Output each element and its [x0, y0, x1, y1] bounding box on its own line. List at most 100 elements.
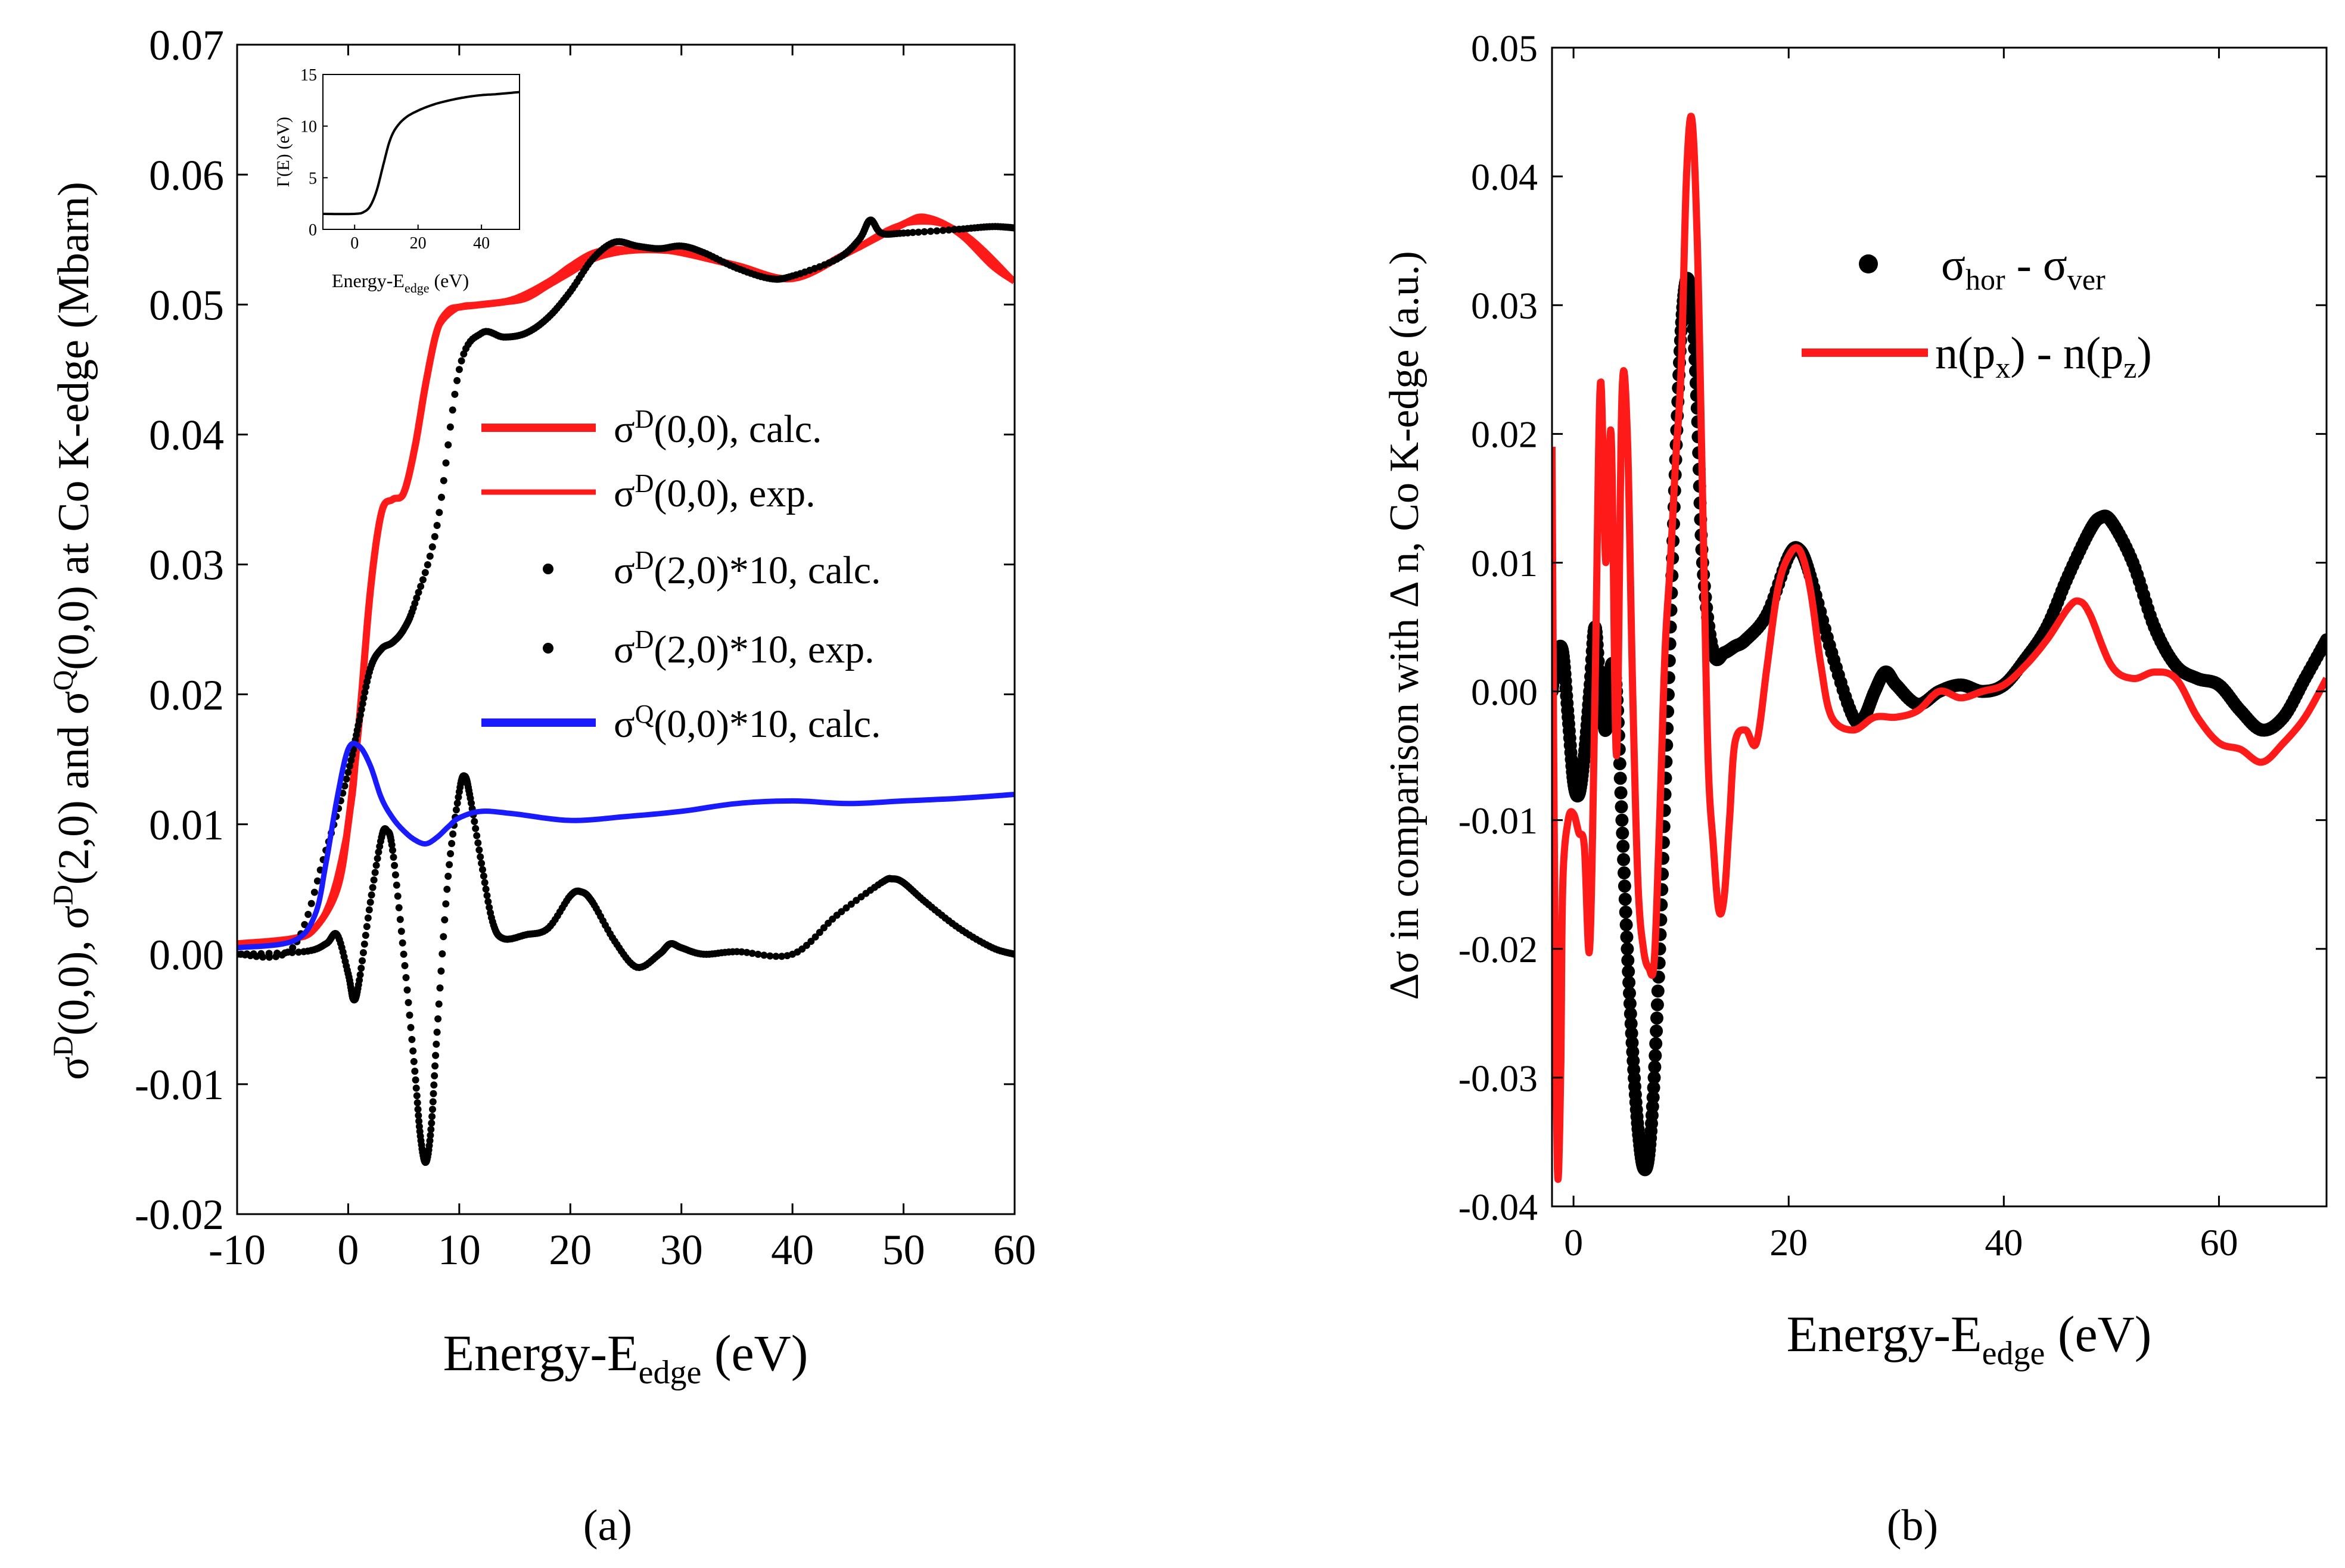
y-tick-label: 0.02: [1471, 413, 1538, 456]
data-point: [428, 543, 436, 550]
panel-b-xlabel: Energy-Eedge (eV): [1787, 1305, 2152, 1372]
data-point: [1618, 892, 1632, 906]
data-point: [403, 986, 411, 994]
panel-b-legend: σhor - σver n(px) - n(pz): [1802, 240, 2152, 384]
data-point: [1650, 1011, 1663, 1025]
legend-label-sigmaD20-exp: σD(2,0)*10, exp.: [614, 625, 875, 671]
data-point: [468, 799, 475, 807]
data-point: [431, 1072, 438, 1079]
data-point: [915, 228, 922, 236]
legend-label-sigmaD20-calc: σD(2,0)*10, calc.: [614, 546, 881, 592]
data-point: [356, 711, 364, 719]
data-point: [413, 1099, 421, 1107]
data-point: [1622, 976, 1636, 990]
data-point: [426, 552, 434, 560]
panel-b: 0 20 40 60 -0.04 -0.03 -0.02 -0.01 0.00 0.01 0.02 0…: [1382, 27, 2328, 1550]
x-tick-label: 0: [1564, 1221, 1583, 1264]
data-point: [356, 717, 363, 724]
panel-b-label: (b): [1887, 1501, 1938, 1550]
data-point: [486, 904, 493, 911]
inset-y-tick-label: 15: [300, 66, 317, 85]
data-point: [442, 459, 450, 467]
x-tick-label: 40: [1985, 1221, 2023, 1264]
data-point: [313, 877, 321, 885]
data-point: [371, 869, 379, 876]
data-point: [1613, 771, 1627, 785]
data-point: [472, 825, 480, 832]
legend-label-sigmaQ00-calc: σQ(0,0)*10, calc.: [614, 699, 881, 746]
data-point: [341, 782, 349, 790]
data-point: [1619, 906, 1632, 919]
panel-a-xlabel: Energy-Eedge (eV): [443, 1324, 808, 1391]
data-point: [357, 705, 365, 713]
data-point: [401, 962, 409, 969]
data-point: [301, 921, 309, 928]
data-point: [1613, 757, 1626, 770]
data-point: [442, 900, 450, 908]
data-point: [396, 916, 404, 923]
data-point: [482, 885, 490, 893]
panel-a: -10 0 10 20 30 40 50 60-0.02-0.010.000.010.020.…: [48, 21, 1036, 1550]
data-point: [1618, 879, 1631, 893]
data-point: [400, 950, 408, 958]
data-point: [360, 694, 368, 702]
data-point: [389, 847, 396, 854]
data-point: [295, 948, 303, 956]
panel-b-frame: [1551, 46, 2328, 1208]
data-point: [1647, 1081, 1660, 1094]
panel-a-frame: [236, 43, 1016, 1215]
panel-a-legend: σD(0,0), calc. σD(0,0), exp. σD(2,0)*10,…: [481, 405, 881, 746]
data-point: [483, 892, 491, 900]
data-point: [1621, 954, 1635, 967]
data-point: [754, 950, 762, 958]
data-point: [432, 1051, 440, 1059]
data-point: [1621, 942, 1634, 956]
data-point: [375, 848, 382, 856]
data-point: [427, 1131, 434, 1139]
data-point: [443, 885, 451, 893]
panel-a-ylabel: σD(0,0), σD(2,0) and σQ(0,0) at Co K-edg…: [48, 182, 98, 1080]
x-tick-label: 50: [882, 1226, 925, 1274]
data-point: [374, 855, 381, 862]
data-point: [437, 967, 445, 975]
data-point: [453, 799, 461, 807]
data-point: [430, 1081, 438, 1089]
data-point: [415, 1112, 422, 1119]
data-point: [427, 1125, 435, 1133]
y-tick-label: -0.02: [1458, 928, 1538, 970]
data-point: [438, 950, 446, 958]
data-point: [424, 561, 431, 568]
x-tick-label: 20: [549, 1226, 592, 1274]
data-point: [453, 377, 461, 384]
data-point: [933, 227, 941, 235]
data-point: [475, 846, 483, 854]
y-tick-label: 0.00: [149, 931, 224, 979]
data-point: [1648, 1060, 1662, 1074]
data-point: [307, 900, 315, 907]
inset-chart: 0 20 40 0 5 10 15 Γ(E) (eV) Energy-Eedge (eV): [273, 66, 520, 295]
data-point: [1615, 800, 1628, 814]
data-point: [440, 477, 447, 484]
panel-a-label: (a): [583, 1501, 632, 1550]
data-point: [1650, 998, 1664, 1012]
data-point: [1617, 853, 1631, 866]
data-point: [842, 904, 850, 911]
data-point: [357, 965, 365, 972]
data-point: [391, 861, 399, 869]
data-point: [359, 949, 367, 957]
x-tick-label: 0: [337, 1226, 359, 1274]
x-tick-label: 10: [438, 1226, 481, 1274]
data-point: [288, 948, 296, 956]
data-point: [359, 700, 366, 708]
data-point: [429, 1106, 436, 1113]
data-point: [390, 853, 397, 861]
y-tick-label: 0.05: [1471, 27, 1538, 69]
data-point: [1624, 1017, 1638, 1031]
y-tick-label: 0.01: [149, 801, 224, 849]
y-tick-label: 0.00: [1471, 671, 1538, 713]
data-point: [1649, 1049, 1662, 1062]
data-point: [820, 924, 828, 932]
data-point: [346, 762, 353, 770]
data-point: [356, 971, 364, 979]
data-point: [397, 928, 405, 935]
